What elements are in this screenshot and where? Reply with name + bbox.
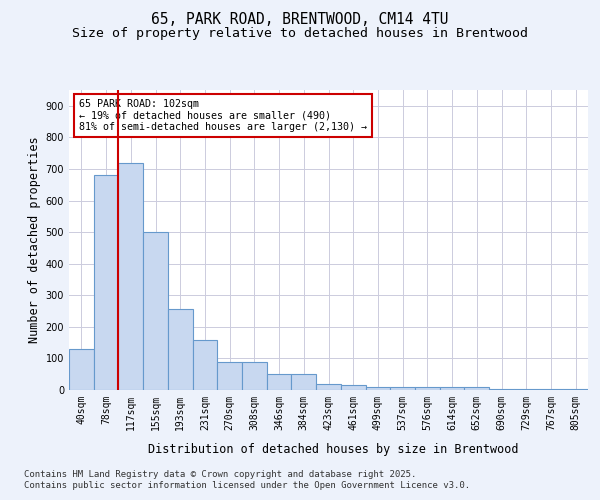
Bar	[440, 387, 464, 390]
Text: 65 PARK ROAD: 102sqm
← 19% of detached houses are smaller (490)
81% of semi-deta: 65 PARK ROAD: 102sqm ← 19% of detached h…	[79, 99, 367, 132]
Text: Contains public sector information licensed under the Open Government Licence v3: Contains public sector information licen…	[24, 481, 470, 490]
Bar	[464, 388, 489, 390]
Bar	[563, 389, 588, 390]
Bar	[118, 162, 143, 390]
Bar	[390, 387, 415, 390]
Bar	[143, 232, 168, 390]
Text: Contains HM Land Registry data © Crown copyright and database right 2025.: Contains HM Land Registry data © Crown c…	[24, 470, 416, 479]
Bar	[267, 374, 292, 390]
Bar	[514, 389, 539, 390]
Bar	[217, 362, 242, 390]
Bar	[539, 389, 563, 390]
Bar	[193, 340, 217, 390]
Bar	[242, 362, 267, 390]
Bar	[316, 384, 341, 390]
Text: Size of property relative to detached houses in Brentwood: Size of property relative to detached ho…	[72, 28, 528, 40]
Y-axis label: Number of detached properties: Number of detached properties	[28, 136, 41, 344]
Bar	[341, 384, 365, 390]
Bar	[292, 374, 316, 390]
Bar	[415, 387, 440, 390]
Bar	[94, 176, 118, 390]
Bar	[69, 349, 94, 390]
Text: Distribution of detached houses by size in Brentwood: Distribution of detached houses by size …	[148, 442, 518, 456]
Bar	[489, 389, 514, 390]
Bar	[365, 387, 390, 390]
Text: 65, PARK ROAD, BRENTWOOD, CM14 4TU: 65, PARK ROAD, BRENTWOOD, CM14 4TU	[151, 12, 449, 28]
Bar	[168, 310, 193, 390]
